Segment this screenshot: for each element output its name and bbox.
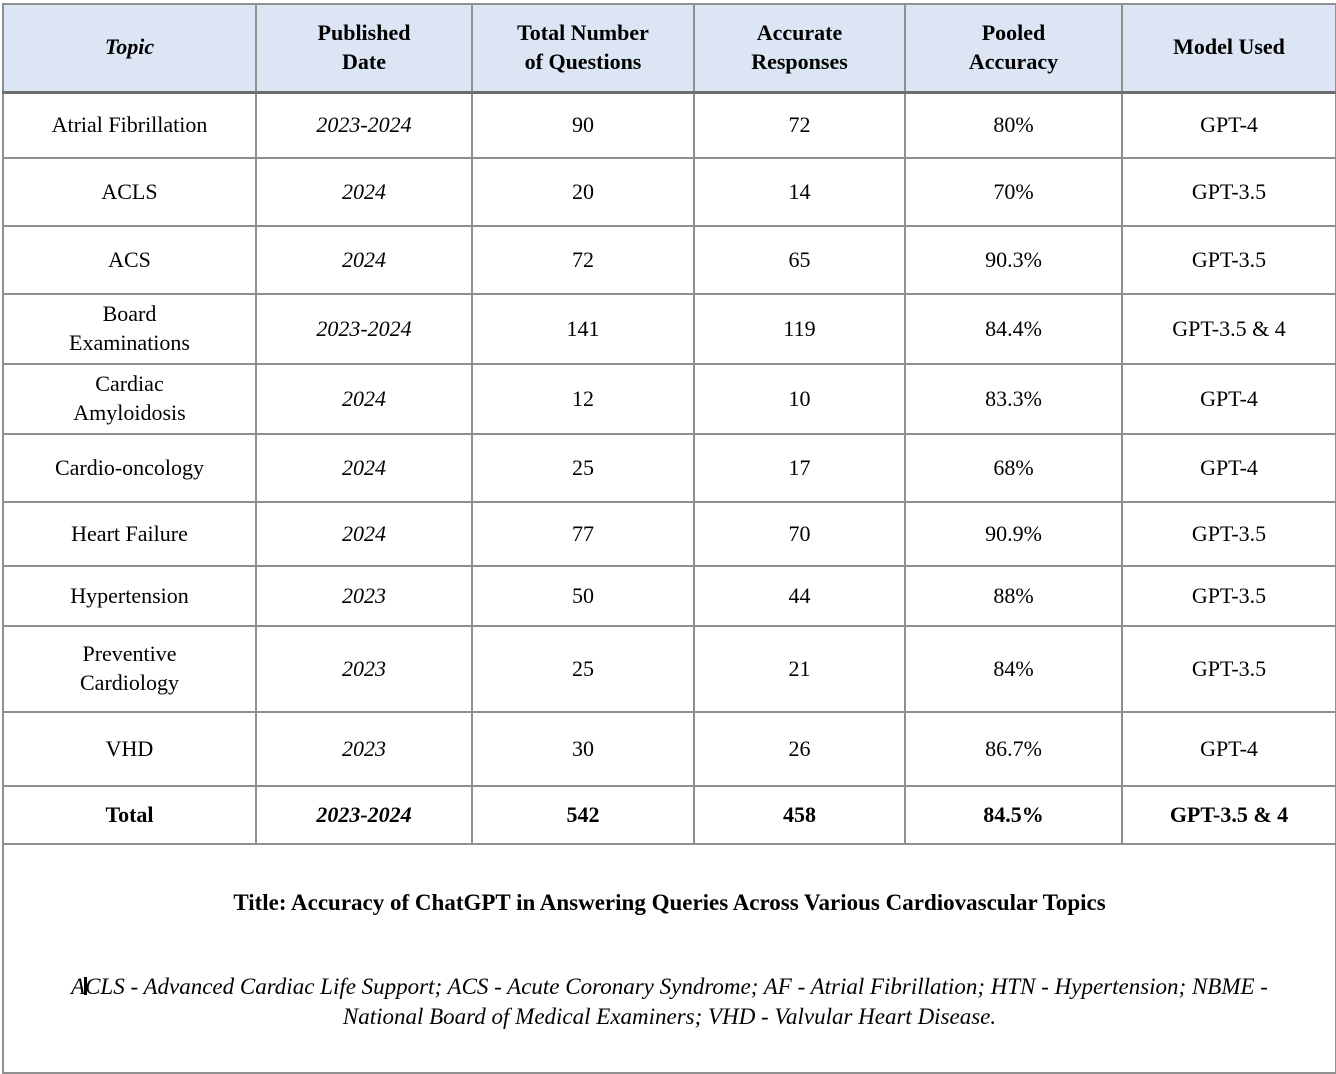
cell-published-date: 2023-2024: [255, 293, 473, 365]
cell-published-date: 2024: [255, 501, 473, 567]
table-row: Atrial Fibrillation 2023-2024 90 72 80% …: [2, 91, 1336, 159]
results-table: Topic Published Date Total Number of Que…: [2, 3, 1336, 1074]
column-header-accurate-responses: Accurate Responses: [693, 3, 906, 94]
cell-topic: Cardio-oncology: [2, 433, 257, 503]
cell-total-questions: 77: [471, 501, 695, 567]
cell-total-questions: 72: [471, 225, 695, 295]
cell-model-used: GPT-4: [1121, 91, 1336, 159]
cell-model-used: GPT-3.5 & 4: [1121, 293, 1336, 365]
header-row: Topic Published Date Total Number of Que…: [2, 3, 1336, 94]
table-row: Heart Failure 2024 77 70 90.9% GPT-3.5: [2, 501, 1336, 567]
total-row: Total 2023-2024 542 458 84.5% GPT-3.5 & …: [2, 785, 1336, 845]
cell-accurate-responses: 10: [693, 363, 906, 435]
cell-topic: ACS: [2, 225, 257, 295]
cell-model-used: GPT-4: [1121, 363, 1336, 435]
cell-total-label: Total: [2, 785, 257, 845]
cell-model-used: GPT-3.5: [1121, 565, 1336, 627]
cell-pooled-accuracy: 84.4%: [904, 293, 1123, 365]
cell-topic: VHD: [2, 711, 257, 787]
cell-total-questions: 25: [471, 625, 695, 713]
cell-accurate-responses: 72: [693, 91, 906, 159]
cell-pooled-accuracy: 68%: [904, 433, 1123, 503]
table-row: Cardiac Amyloidosis 2024 12 10 83.3% GPT…: [2, 363, 1336, 435]
cell-pooled-accuracy: 80%: [904, 91, 1123, 159]
cell-total-questions: 30: [471, 711, 695, 787]
cell-total-questions: 12: [471, 363, 695, 435]
cell-published-date: 2024: [255, 363, 473, 435]
cell-pooled-accuracy: 84%: [904, 625, 1123, 713]
cell-total-questions: 20: [471, 157, 695, 227]
cell-accurate-responses: 17: [693, 433, 906, 503]
cell-total-questions: 50: [471, 565, 695, 627]
column-header-total-questions: Total Number of Questions: [471, 3, 695, 94]
table-row: Hypertension 2023 50 44 88% GPT-3.5: [2, 565, 1336, 627]
cell-total-questions: 542: [471, 785, 695, 845]
cell-pooled-accuracy: 83.3%: [904, 363, 1123, 435]
cell-published-date: 2024: [255, 433, 473, 503]
cell-published-date: 2023: [255, 711, 473, 787]
cell-model-used: GPT-3.5: [1121, 225, 1336, 295]
table-title: Title: Accuracy of ChatGPT in Answering …: [233, 889, 1106, 915]
cell-topic: ACLS: [2, 157, 257, 227]
cell-accurate-responses: 21: [693, 625, 906, 713]
cell-total-model-used: GPT-3.5 & 4: [1121, 785, 1336, 845]
cell-total-published-date: 2023-2024: [255, 785, 473, 845]
table-row: ACS 2024 72 65 90.3% GPT-3.5: [2, 225, 1336, 295]
caption-row: Title: Accuracy of ChatGPT in Answering …: [2, 842, 1336, 1074]
table-row: Board Examinations 2023-2024 141 119 84.…: [2, 293, 1336, 365]
caption-cell: Title: Accuracy of ChatGPT in Answering …: [2, 842, 1336, 1074]
cell-pooled-accuracy: 90.3%: [904, 225, 1123, 295]
table-row: ACLS 2024 20 14 70% GPT-3.5: [2, 157, 1336, 227]
cell-total-pooled-accuracy: 84.5%: [904, 785, 1123, 845]
cell-published-date: 2023: [255, 565, 473, 627]
cell-accurate-responses: 65: [693, 225, 906, 295]
cell-pooled-accuracy: 90.9%: [904, 501, 1123, 567]
cell-total-questions: 141: [471, 293, 695, 365]
cell-topic: Cardiac Amyloidosis: [2, 363, 257, 435]
cell-pooled-accuracy: 86.7%: [904, 711, 1123, 787]
cell-published-date: 2024: [255, 157, 473, 227]
column-header-topic: Topic: [2, 3, 257, 94]
cell-topic: Preventive Cardiology: [2, 625, 257, 713]
cell-topic: Atrial Fibrillation: [2, 91, 257, 159]
cell-published-date: 2024: [255, 225, 473, 295]
cell-pooled-accuracy: 70%: [904, 157, 1123, 227]
cell-model-used: GPT-3.5: [1121, 157, 1336, 227]
cell-accurate-responses: 44: [693, 565, 906, 627]
abbreviations-note: ACLS - Advanced Cardiac Life Support; AC…: [71, 974, 1268, 1029]
column-header-published-date: Published Date: [255, 3, 473, 94]
column-header-model-used: Model Used: [1121, 3, 1336, 94]
cell-total-questions: 90: [471, 91, 695, 159]
cell-accurate-responses: 70: [693, 501, 906, 567]
cell-topic: Board Examinations: [2, 293, 257, 365]
cell-model-used: GPT-4: [1121, 711, 1336, 787]
cell-total-questions: 25: [471, 433, 695, 503]
cell-pooled-accuracy: 88%: [904, 565, 1123, 627]
cell-published-date: 2023: [255, 625, 473, 713]
table-row: Preventive Cardiology 2023 25 21 84% GPT…: [2, 625, 1336, 713]
cell-accurate-responses: 119: [693, 293, 906, 365]
cell-topic: Hypertension: [2, 565, 257, 627]
cell-total-accurate-responses: 458: [693, 785, 906, 845]
cell-published-date: 2023-2024: [255, 91, 473, 159]
table-row: Cardio-oncology 2024 25 17 68% GPT-4: [2, 433, 1336, 503]
cell-accurate-responses: 26: [693, 711, 906, 787]
cell-topic: Heart Failure: [2, 501, 257, 567]
cell-model-used: GPT-3.5: [1121, 625, 1336, 713]
cell-model-used: GPT-3.5: [1121, 501, 1336, 567]
text-cursor: [84, 977, 87, 995]
cell-model-used: GPT-4: [1121, 433, 1336, 503]
column-header-pooled-accuracy: Pooled Accuracy: [904, 3, 1123, 94]
table-row: VHD 2023 30 26 86.7% GPT-4: [2, 711, 1336, 787]
cell-accurate-responses: 14: [693, 157, 906, 227]
